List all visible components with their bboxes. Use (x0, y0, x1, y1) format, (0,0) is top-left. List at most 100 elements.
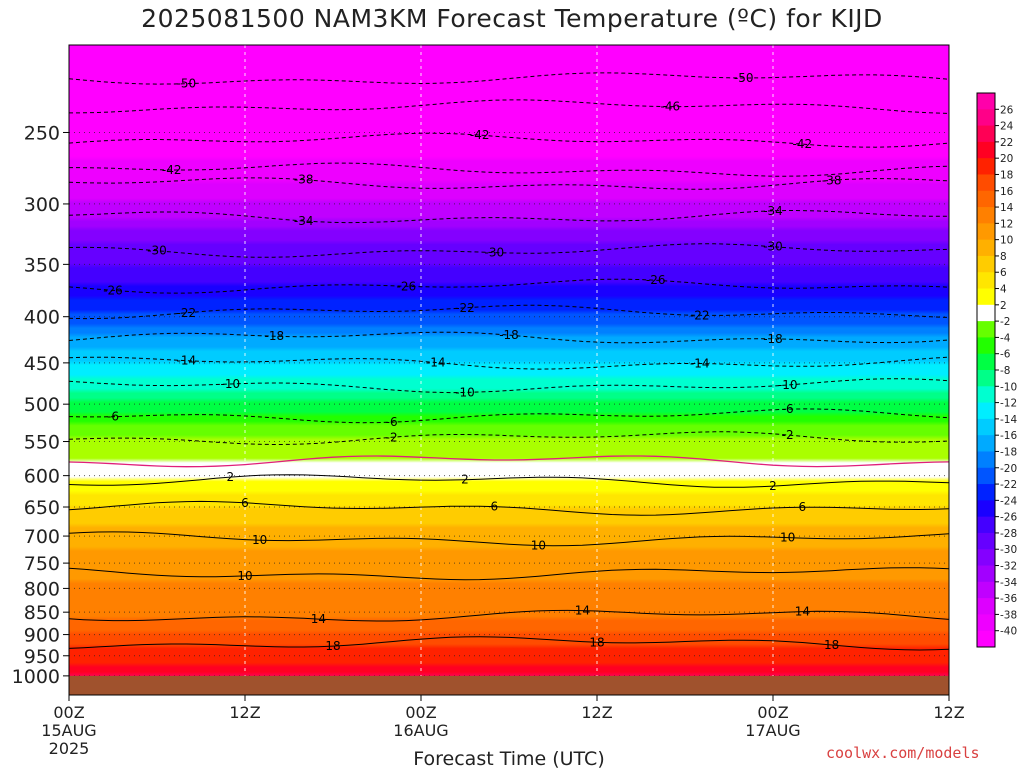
colorbar-label: -26 (1000, 512, 1017, 524)
contour-line-14 (69, 609, 949, 622)
contour-line-10 (69, 567, 949, 581)
contour-label: -2 (782, 428, 794, 442)
colorbar-swatch (977, 321, 995, 338)
x-tick-label: 00Z (405, 703, 436, 722)
contour-label: 2 (461, 473, 469, 487)
contour-label: -38 (822, 173, 842, 187)
colorbar-label: -30 (1000, 544, 1017, 556)
colorbar-swatch (977, 190, 995, 208)
contour-lines (69, 72, 949, 651)
x-tick-year: 2025 (49, 739, 90, 758)
contour-label: 18 (325, 639, 340, 653)
contour-label: 14 (575, 604, 590, 618)
colorbar-label: -38 (1000, 609, 1017, 621)
y-tick-label: 850 (24, 602, 60, 624)
contour-label: -18 (763, 332, 783, 346)
contour-label: -26 (397, 279, 417, 293)
plot-frame (68, 44, 950, 696)
contour-line-2 (69, 474, 949, 488)
y-tick-label: 950 (24, 646, 60, 668)
colorbar-label: -28 (1000, 528, 1017, 540)
colorbar-swatch (977, 614, 995, 632)
y-tick-label: 600 (24, 466, 60, 488)
contour-label: 6 (799, 500, 807, 514)
colorbar-swatch (977, 532, 995, 550)
colorbar-label: 4 (1000, 284, 1007, 296)
colorbar-swatch (977, 370, 995, 387)
contour-line-10 (69, 531, 949, 547)
colorbar-label: -8 (1000, 365, 1010, 377)
colorbar-swatch (977, 630, 995, 648)
contour-label: 10 (531, 539, 546, 553)
contour-label: -22 (177, 306, 197, 320)
contour-label: -46 (661, 100, 681, 114)
x-tick-label: 00Z (53, 703, 84, 722)
y-tick-label: 800 (24, 578, 60, 600)
contour-label: -26 (103, 283, 123, 297)
x-tick-date: 16AUG (393, 721, 448, 740)
y-tick-label: 900 (24, 625, 60, 647)
colorbar-swatch (977, 516, 995, 534)
y-tick-label: 450 (24, 353, 60, 375)
contour-label: 10 (252, 533, 267, 547)
contour-label: -30 (147, 244, 167, 258)
colorbar-swatch (977, 125, 995, 143)
contour-label: 10 (237, 569, 252, 583)
x-tick-label: 12Z (581, 703, 612, 722)
colorbar-swatch (977, 598, 995, 615)
contour-label: 18 (824, 638, 839, 652)
y-tick-label: 550 (24, 432, 60, 454)
contour-label: 2 (769, 479, 777, 493)
colorbar-swatch (977, 288, 995, 306)
colorbar-swatch (977, 93, 995, 110)
colorbar-label: -12 (1000, 398, 1017, 410)
colorbar-label: 26 (1000, 104, 1014, 116)
y-tick-label: 250 (24, 122, 60, 144)
colorbar-label: -40 (1000, 626, 1017, 638)
contour-label: -50 (177, 77, 197, 91)
contour-label: -50 (734, 71, 754, 85)
x-tick-label: 00Z (757, 703, 788, 722)
colorbar-label: 12 (1000, 218, 1013, 230)
grid-lines (69, 45, 949, 677)
contour-label: -10 (455, 385, 475, 399)
contour-label: 10 (780, 531, 795, 545)
contour-label: -34 (763, 204, 783, 218)
chart-title: 2025081500 NAM3KM Forecast Temperature (… (141, 4, 883, 33)
colorbar-label: 14 (1000, 202, 1014, 214)
watermark: coolwx.com/models (826, 744, 980, 762)
colorbar-swatch (977, 174, 995, 192)
y-tick-label: 300 (24, 194, 60, 216)
contour-label: 14 (311, 612, 326, 626)
contour-label: -6 (386, 415, 398, 429)
colorbar-swatch (977, 141, 995, 159)
contour-label: -14 (426, 355, 446, 369)
colorbar-swatch (977, 500, 995, 518)
colorbar-swatch (977, 158, 995, 175)
colorbar-swatch (977, 484, 995, 501)
colorbar-swatch (977, 272, 995, 290)
colorbar-label: -10 (1000, 381, 1017, 393)
contour-labels: -50 -50 -46 -42 -42 -42 -38 -38 -34 -34 -30 -30 -30 -… (103, 71, 841, 653)
y-tick-label: 400 (24, 307, 60, 329)
colorbar-label: -24 (1000, 495, 1017, 507)
contour-label: -22 (690, 308, 710, 322)
colorbar-label: -34 (1000, 577, 1017, 589)
contour-label: -30 (763, 240, 783, 254)
colorbar-label: 10 (1000, 235, 1013, 247)
contour-label: -42 (793, 137, 813, 151)
contour-label: -18 (265, 329, 285, 343)
contour-label: 6 (491, 500, 499, 514)
colorbar-label: -2 (1000, 316, 1010, 328)
contour-label: -42 (470, 128, 490, 142)
contour-label: -22 (455, 301, 475, 315)
contour-label: -34 (294, 214, 314, 228)
colorbar-label: -16 (1000, 430, 1017, 442)
colorbar-label: 8 (1000, 251, 1007, 263)
x-tick-date: 17AUG (745, 721, 800, 740)
x-tick-label: 12Z (229, 703, 260, 722)
colorbar-label: 16 (1000, 186, 1014, 198)
contour-line-18 (69, 636, 949, 651)
contour-label: 2 (227, 470, 235, 484)
contour-label: -26 (646, 273, 666, 287)
